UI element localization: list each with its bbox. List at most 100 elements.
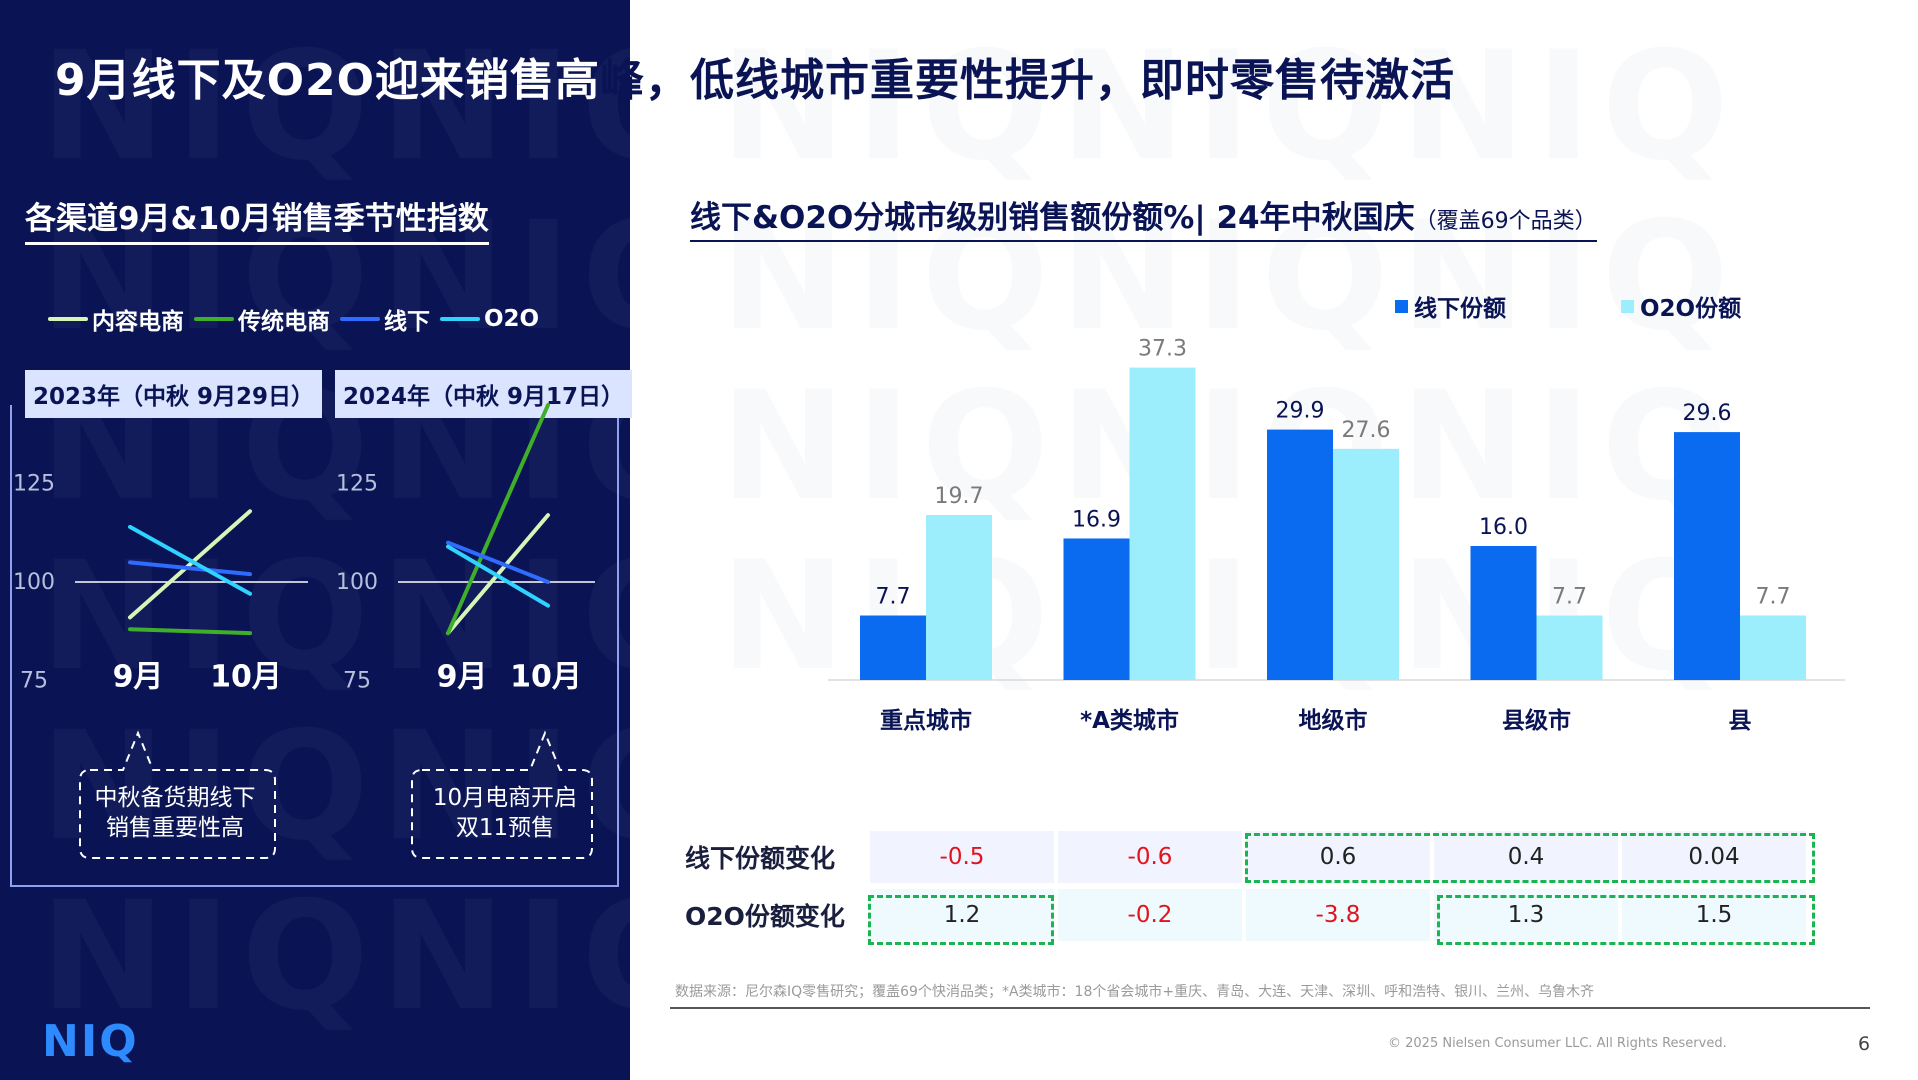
table-cell: 0.4 (1434, 831, 1618, 883)
city-tier-bar-chart: 7.7 19.7 重点城市 16.9 37.3 *A类城市 29.9 27.6 地级市 16.0 7… (828, 337, 1845, 734)
bar-offline-share (860, 615, 926, 680)
legend-line-trad-ecom (194, 317, 234, 321)
legend-swatch-offline (1395, 299, 1408, 313)
left-legend: 内容电商 传统电商 线下 O2O (48, 302, 539, 336)
data-label: 16.9 (1072, 507, 1121, 532)
right-heading-sub: （覆盖69个品类） (1414, 209, 1597, 234)
page-number: 6 (1858, 1033, 1871, 1055)
legend-label: O2O (484, 306, 540, 332)
legend-item: 线下份额 (1395, 289, 1506, 323)
legend-line-o2o (440, 317, 480, 321)
year-label-2024: 2024年（中秋 9月17日） (335, 370, 633, 418)
callout-2023: 中秋备货期线下 销售重要性高 (80, 783, 270, 843)
legend-item: O2O (440, 302, 539, 336)
data-label: 29.9 (1276, 399, 1325, 424)
series-line (128, 627, 252, 636)
legend-label: 线下 (384, 309, 430, 335)
y-tick-label: 125 (13, 472, 55, 497)
y-tick-label: 100 (13, 570, 55, 595)
callout-bubble (411, 730, 593, 859)
data-label: 37.3 (1138, 337, 1187, 362)
slide-title: 9月线下及O2O迎来销售高峰，低线城市重要性提升，即时零售待激活 (55, 44, 1455, 108)
highlight-box (1437, 895, 1815, 945)
right-chart-heading: 线下&O2O分城市级别销售额份额%| 24年中秋国庆（覆盖69个品类） (690, 192, 1597, 242)
table-cell: 0.04 (1622, 831, 1806, 883)
series-line (128, 524, 252, 596)
table-row: 线下份额变化 -0.5 -0.6 0.6 0.4 0.04 (685, 828, 1810, 886)
legend-label: 线下份额 (1414, 296, 1506, 322)
legend-swatch-o2o (1621, 299, 1634, 313)
highlight-box (868, 895, 1054, 945)
legend-item: 线下 (340, 302, 430, 336)
data-label: 7.7 (1756, 585, 1791, 610)
legend-item: 传统电商 (194, 302, 330, 336)
legend-label: 传统电商 (238, 309, 330, 335)
callout-line: 销售重要性高 (106, 815, 244, 841)
bar-o2o-share (926, 515, 992, 680)
niq-logo: NIQ (42, 1016, 139, 1067)
seasonality-line-charts: 75 100 125 9月 10月 75 100 125 9月 10月 (13, 403, 595, 859)
category-label: 县级市 (1502, 707, 1571, 734)
callout-line: 10月电商开启 (432, 785, 578, 811)
bar-legend: 线下份额 O2O份额 (1395, 289, 1741, 323)
series-line (128, 509, 252, 620)
category-label: 地级市 (1299, 707, 1368, 734)
x-category-label: 9月 (437, 659, 488, 694)
legend-item: O2O份额 (1621, 289, 1741, 323)
series-line (446, 403, 550, 636)
bar-offline-share (1674, 432, 1740, 680)
table-cell: -3.8 (1246, 889, 1430, 941)
highlight-box (1245, 833, 1815, 883)
y-tick-label: 75 (343, 668, 371, 693)
right-heading-main: 线下&O2O分城市级别销售额份额%| 24年中秋国庆 (690, 200, 1415, 236)
slide-title-white: 9月线下及O2O迎来销售高 (55, 55, 601, 106)
table-cell: -0.2 (1058, 889, 1242, 941)
bar-offline-share (1267, 429, 1333, 680)
data-label: 29.6 (1683, 401, 1732, 426)
category-label: 县 (1729, 708, 1752, 734)
bar-o2o-share (1129, 367, 1196, 680)
data-label: 7.7 (876, 585, 911, 610)
x-category-label: 10月 (210, 659, 282, 694)
bar-o2o-share (1740, 615, 1806, 680)
data-label: 19.7 (935, 484, 984, 509)
y-tick-label: 125 (336, 472, 378, 497)
legend-label: O2O份额 (1640, 296, 1742, 322)
callout-line: 双11预售 (455, 815, 555, 841)
slide-title-dark: 峰，低线城市重要性提升，即时零售待激活 (600, 55, 1456, 106)
callout-bubble (79, 730, 276, 859)
footnote: 数据来源：尼尔森IQ零售研究；覆盖69个快消品类；*A类城市：18个省会城市+重… (675, 984, 1595, 1000)
category-label: 重点城市 (880, 707, 972, 734)
data-label: 7.7 (1552, 585, 1587, 610)
legend-item: 内容电商 (48, 302, 184, 336)
row-label: 线下份额变化 (685, 844, 836, 873)
legend-label: 内容电商 (92, 309, 184, 335)
series-line (128, 560, 252, 577)
legend-line-content-ecom (48, 317, 88, 321)
bar-offline-share (1063, 538, 1130, 680)
bar-o2o-share (1333, 448, 1399, 680)
bar-offline-share (1470, 546, 1537, 680)
data-label: 27.6 (1342, 418, 1391, 443)
table-cell: -0.5 (870, 831, 1054, 883)
year-label-2023: 2023年（中秋 9月29日） (25, 370, 323, 418)
callout-2024: 10月电商开启 双11预售 (415, 783, 595, 843)
x-category-label: 10月 (510, 659, 582, 694)
series-line (446, 544, 550, 608)
category-label: *A类城市 (1080, 707, 1179, 734)
table-cell: -0.6 (1058, 831, 1242, 883)
bar-o2o-share (1536, 615, 1603, 680)
callout-line: 中秋备货期线下 (94, 785, 256, 811)
data-label: 16.0 (1479, 515, 1528, 540)
copyright: © 2025 Nielsen Consumer LLC. All Rights … (1388, 1036, 1727, 1051)
series-line (446, 540, 550, 584)
row-label: O2O份额变化 (685, 902, 845, 931)
left-chart-heading: 各渠道9月&10月销售季节性指数 (25, 193, 489, 245)
x-category-label: 9月 (113, 659, 164, 694)
left-chart-frame (10, 405, 619, 887)
table-cell: 0.6 (1246, 831, 1430, 883)
footer-divider (670, 1007, 1870, 1009)
y-tick-label: 100 (336, 570, 378, 595)
legend-line-offline (340, 317, 380, 321)
y-tick-label: 75 (20, 668, 48, 693)
